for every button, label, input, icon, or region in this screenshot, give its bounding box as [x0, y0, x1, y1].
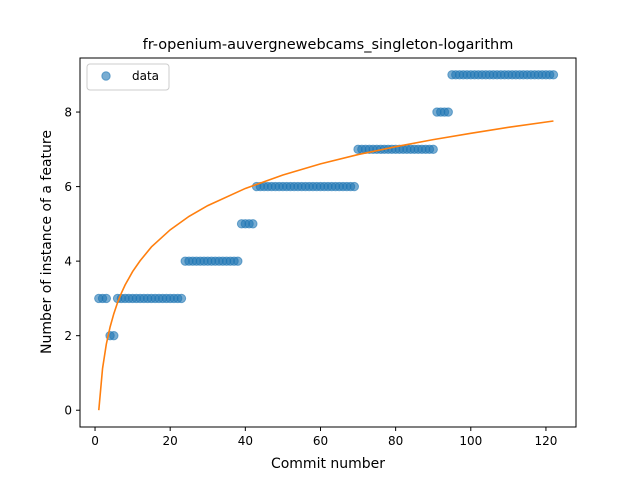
legend-label: data	[132, 69, 159, 83]
legend: data	[86, 63, 170, 91]
y-tick-label: 6	[64, 180, 72, 194]
legend-marker	[101, 71, 111, 81]
data-point	[101, 293, 112, 304]
data-point	[109, 330, 119, 341]
data-point	[233, 256, 243, 266]
y-tick-label: 0	[64, 404, 72, 418]
x-tick-label: 60	[313, 434, 328, 448]
data-point	[349, 181, 359, 192]
x-tick-label: 20	[163, 434, 178, 448]
x-tick-label: 80	[388, 434, 403, 448]
x-tick-label: 0	[91, 434, 99, 448]
x-tick-label: 100	[459, 434, 482, 448]
y-tick-label: 4	[64, 255, 72, 269]
x-tick-label: 120	[534, 434, 557, 448]
legend-box	[86, 63, 170, 91]
fit-line	[97, 120, 554, 411]
data-point	[248, 219, 258, 229]
plot-background	[80, 58, 576, 427]
axes-frame	[79, 57, 577, 428]
data-point	[428, 144, 438, 155]
y-axis-label: Number of instance of a feature	[39, 130, 55, 354]
data-point	[176, 293, 187, 304]
data-point	[548, 70, 559, 80]
plot-area	[80, 58, 576, 427]
data-point	[443, 107, 453, 117]
series-layer	[94, 70, 559, 411]
y-tick-label: 2	[64, 329, 72, 343]
axes-layer: 0 20 40 60 80 100 120 0 2 4 6 8	[64, 57, 577, 448]
x-axis-label: Commit number	[271, 456, 385, 472]
x-tick-label: 40	[238, 434, 253, 448]
chart-title: fr-openium-auvergnewebcams_singleton-log…	[143, 37, 514, 53]
y-tick-label: 8	[64, 106, 72, 120]
